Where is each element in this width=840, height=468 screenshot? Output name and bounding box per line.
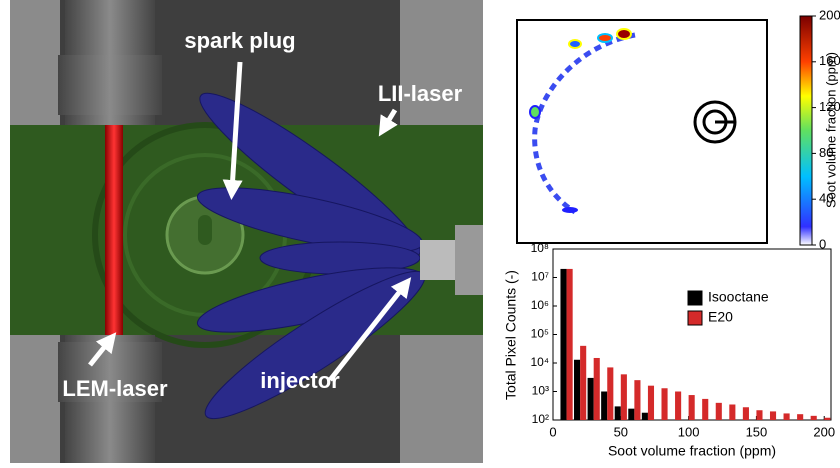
bar bbox=[628, 409, 634, 420]
y-tick-label: 10⁴ bbox=[530, 355, 549, 369]
label: spark plug bbox=[184, 28, 295, 53]
bar bbox=[648, 386, 654, 420]
bar bbox=[621, 374, 627, 420]
legend-swatch bbox=[688, 311, 702, 325]
bar bbox=[811, 416, 817, 420]
label: injector bbox=[260, 368, 340, 393]
label: LII-laser bbox=[378, 81, 463, 106]
bar bbox=[689, 395, 695, 420]
bar bbox=[743, 407, 749, 420]
bar bbox=[580, 346, 586, 420]
bar bbox=[729, 404, 735, 420]
bar bbox=[601, 392, 607, 421]
x-tick-label: 50 bbox=[614, 424, 628, 439]
render: spark plug LII-laser LEM-laser injector bbox=[10, 0, 483, 463]
legend-swatch bbox=[688, 291, 702, 305]
colorbar-tick-label: 200 bbox=[819, 7, 840, 22]
colorbar-label: Soot volume fraction (ppm) bbox=[823, 52, 838, 208]
y-tick-label: 10³ bbox=[532, 384, 549, 398]
bar bbox=[770, 411, 776, 420]
bar bbox=[567, 269, 573, 420]
bar bbox=[716, 403, 722, 420]
figure: spark plug LII-laser LEM-laser injector … bbox=[0, 0, 840, 463]
bar bbox=[824, 418, 830, 420]
bar bbox=[615, 406, 621, 420]
bar bbox=[784, 413, 790, 420]
bar bbox=[574, 360, 580, 420]
soot-image bbox=[517, 20, 767, 243]
x-tick-label: 100 bbox=[678, 424, 700, 439]
legend-label: Isooctane bbox=[708, 289, 769, 305]
label: LEM-laser bbox=[62, 376, 168, 401]
colorbar-tick-label: 40 bbox=[819, 191, 833, 206]
x-axis-label: Soot volume fraction (ppm) bbox=[608, 443, 776, 459]
bar bbox=[634, 380, 640, 420]
colorbar-tick-label: 80 bbox=[819, 145, 833, 160]
bar bbox=[661, 388, 667, 420]
y-tick-label: 10⁷ bbox=[531, 270, 549, 284]
colorbar-tick-label: 160 bbox=[819, 53, 840, 68]
y-tick-label: 10⁵ bbox=[531, 327, 549, 341]
y-tick-label: 10⁶ bbox=[531, 298, 549, 312]
colorbar-tick-label: 120 bbox=[819, 99, 840, 114]
y-axis-label: Total Pixel Counts (-) bbox=[503, 270, 519, 400]
bar bbox=[756, 410, 762, 420]
bar bbox=[594, 358, 600, 420]
x-tick-label: 150 bbox=[746, 424, 768, 439]
bar bbox=[560, 269, 566, 420]
y-tick-label: 10⁸ bbox=[531, 241, 549, 255]
x-tick-label: 0 bbox=[549, 424, 556, 439]
legend-label: E20 bbox=[708, 309, 733, 325]
bar bbox=[642, 413, 648, 420]
x-tick-label: 200 bbox=[813, 424, 835, 439]
bar bbox=[797, 414, 803, 420]
bar bbox=[702, 399, 708, 420]
y-tick-label: 10² bbox=[532, 412, 549, 426]
colorbar: Soot volume fraction (ppm) bbox=[800, 16, 838, 245]
bar bbox=[588, 378, 594, 420]
bar bbox=[607, 367, 613, 420]
bar bbox=[675, 392, 681, 421]
